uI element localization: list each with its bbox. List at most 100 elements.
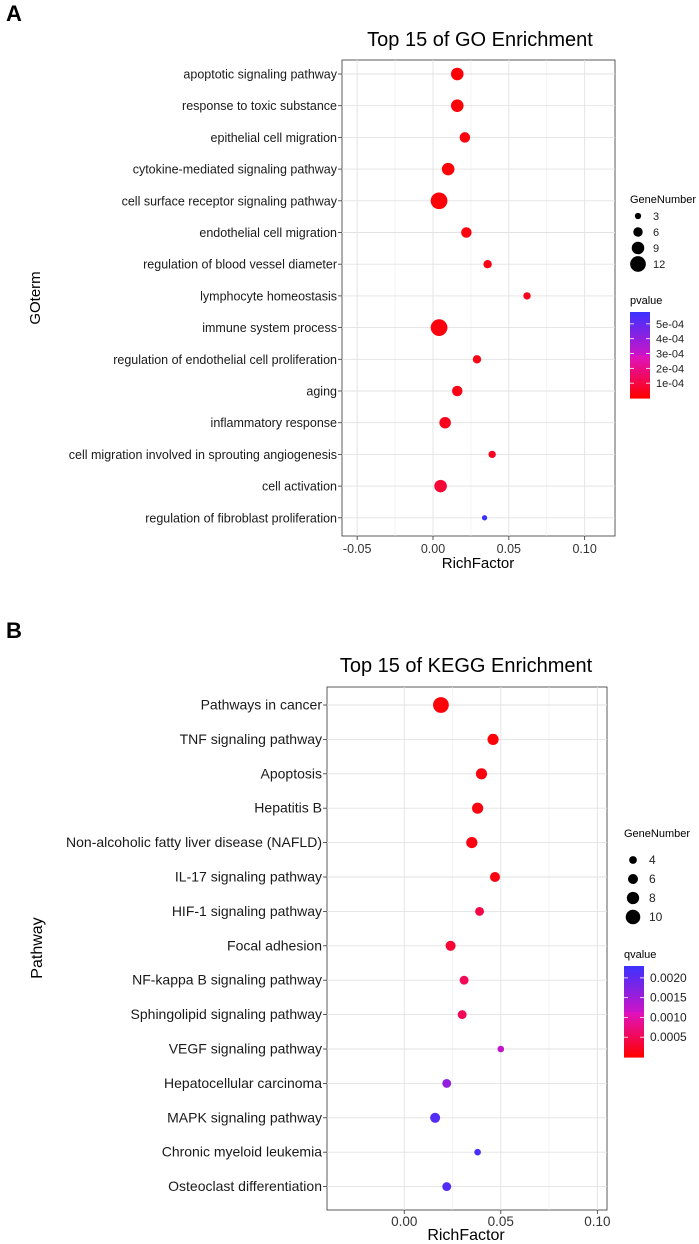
size-legend-dot [631,241,645,255]
color-legend-swatch [624,966,644,969]
data-point [445,940,456,951]
color-legend-swatch [630,370,650,373]
color-legend-swatch [630,395,650,399]
color-legend-swatch [624,970,644,974]
chart-a-title: Top 15 of GO Enrichment [367,29,593,51]
chart-b-y-tick-labels: Pathways in cancer TNF signaling pathway A… [66,697,322,1195]
color-legend-swatch [630,391,650,395]
color-legend-swatch [630,322,650,326]
size-legend-label: 12 [653,259,665,271]
size-legend-dot [626,891,640,905]
color-legend-label: 2e-04 [656,363,684,375]
chart-a-points [430,67,531,521]
color-legend-swatch [624,979,644,983]
y-tick-label: cell activation [262,480,337,494]
color-legend-label: 4e-04 [656,334,684,346]
y-tick-label: inflammatory response [211,416,337,430]
size-legend-dot [627,873,639,885]
y-tick-label: apoptotic signaling pathway [183,68,337,82]
color-legend-swatch [630,350,650,354]
chart-b-title: Top 15 of KEGG Enrichment [340,655,593,677]
color-legend-swatch [630,335,650,339]
color-legend-swatch [624,1011,644,1015]
y-tick-label: lymphocyte homeostasis [200,289,337,303]
y-tick-label: Sphingolipid signaling pathway [131,1006,322,1022]
data-point [488,450,496,459]
color-legend-swatch [630,348,650,352]
color-legend-label: 0.0020 [650,971,687,985]
size-legend-label: 9 [653,243,659,255]
x-tick-label: 0.10 [584,1214,610,1229]
chart-a-plot-area [341,59,616,537]
data-point [474,1148,481,1156]
color-legend-swatch [624,1002,644,1006]
color-legend-swatch [624,1025,644,1029]
data-point [430,319,448,336]
chart-b-color-legend-title: qvalue [624,949,656,961]
x-tick-label: 0.05 [488,1214,514,1229]
chart-a-grid [338,60,615,540]
color-legend-label: 0.0010 [650,1010,687,1024]
color-legend-swatch [624,1041,644,1044]
panel-label-b: B [6,618,22,643]
data-point [433,697,449,713]
y-tick-label: Hepatocellular carcinoma [164,1075,322,1091]
y-tick-label: aging [306,385,337,399]
y-tick-label: regulation of blood vessel diameter [143,258,337,272]
color-legend-swatch [624,988,644,992]
chart-b-color-legend: qvalue 0.0005 0.0010 0.0015 0.0020 [624,949,687,1058]
color-legend-swatch [630,357,650,360]
size-legend-label: 6 [649,872,656,886]
color-legend-swatch [624,968,644,972]
color-legend-swatch [630,346,650,350]
color-legend-swatch [624,1016,644,1019]
size-legend-dot [634,212,642,220]
color-legend-swatch [630,393,650,397]
color-legend-swatch [624,975,644,978]
data-point [450,67,464,81]
size-legend-label: 3 [653,211,659,223]
data-point [430,192,448,210]
data-point [439,416,451,429]
data-point [481,515,488,521]
y-tick-label: IL-17 signaling pathway [175,869,322,885]
color-legend-swatch [624,1004,644,1008]
y-tick-label: NF-kappa B signaling pathway [132,972,322,988]
data-point [466,837,478,849]
color-legend-swatch [630,382,650,386]
color-legend-swatch [624,1018,644,1022]
chart-b-points [430,697,505,1192]
color-legend-swatch [630,365,650,369]
color-legend-swatch [630,387,650,390]
chart-b-size-legend-title: GeneNumber [624,828,690,840]
color-legend-swatch [630,327,650,330]
color-legend-label: 1e-04 [656,378,684,390]
data-point [472,355,482,364]
color-legend-swatch [630,378,650,382]
data-point [459,132,471,143]
size-legend-dot [629,856,637,864]
chart-a-y-tick-labels: apoptotic signaling pathway response to t… [69,68,338,526]
color-legend-swatch [624,1045,644,1049]
color-legend-swatch [624,1043,644,1047]
x-tick-label: 0.05 [497,542,521,556]
color-legend-swatch [624,1052,644,1056]
color-legend-swatch [624,1027,644,1031]
y-tick-label: Non-alcoholic fatty liver disease (NAFLD… [66,834,322,850]
y-tick-label: cell surface receptor signaling pathway [122,194,338,208]
color-legend-swatch [630,337,650,341]
chart-b-y-axis-title: Pathway [29,917,46,978]
color-legend-swatch [630,385,650,388]
color-legend-swatch [630,363,650,367]
color-legend-swatch [630,344,650,347]
size-legend-dot [630,256,646,272]
color-legend-swatch [624,997,644,1001]
y-tick-label: Apoptosis [261,765,322,781]
chart-b-plot-area [326,686,608,1211]
color-legend-swatch [624,972,644,976]
color-legend-label: 5e-04 [656,319,684,331]
color-legend-swatch [624,1038,644,1042]
color-legend-swatch [630,333,650,337]
y-tick-label: Hepatitis B [254,800,322,816]
